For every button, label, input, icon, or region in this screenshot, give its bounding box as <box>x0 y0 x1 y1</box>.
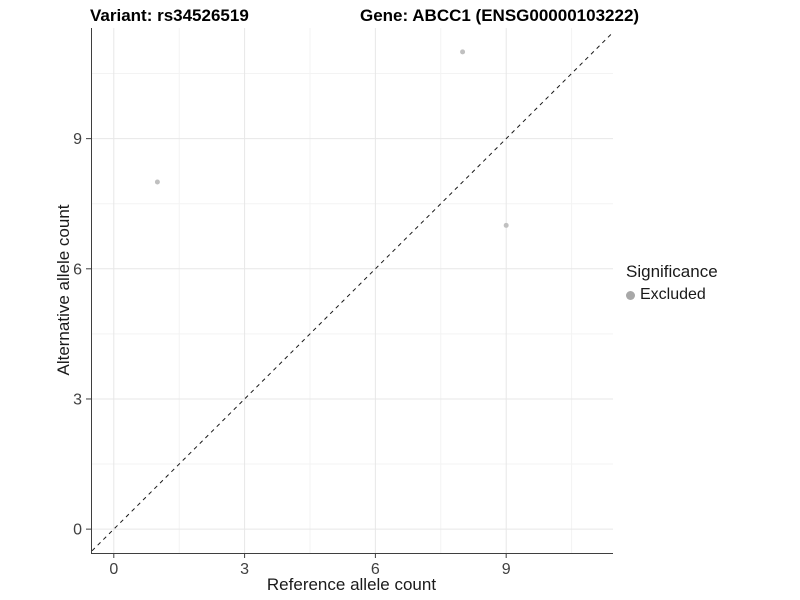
plot-panel: 0 3 6 9 0 3 6 9 <box>73 28 614 578</box>
excluded-point-icon <box>626 290 635 300</box>
y-tick-label: 3 <box>73 391 82 408</box>
y-tick-label: 0 <box>73 522 82 539</box>
y-tick-label: 9 <box>73 131 82 148</box>
plot-canvas: 0 3 6 9 0 3 6 9 <box>73 28 614 578</box>
x-tick-label: 3 <box>240 561 249 578</box>
x-axis-title: Reference allele count <box>266 575 437 594</box>
x-tick-label: 6 <box>371 561 380 578</box>
x-tick-label: 0 <box>109 561 118 578</box>
y-axis-title: Alternative allele count <box>54 204 73 376</box>
legend-item-label: Excluded <box>640 286 706 303</box>
plot-title-variant: Variant: rs34526519 <box>90 6 249 25</box>
legend-title: Significance <box>626 262 718 281</box>
legend-item-excluded: Excluded <box>626 286 718 304</box>
x-tick-label: 9 <box>502 561 511 578</box>
legend: Significance Excluded <box>626 262 718 304</box>
y-tick-label: 6 <box>73 261 82 278</box>
plot-title-gene: Gene: ABCC1 (ENSG00000103222) <box>360 6 640 25</box>
